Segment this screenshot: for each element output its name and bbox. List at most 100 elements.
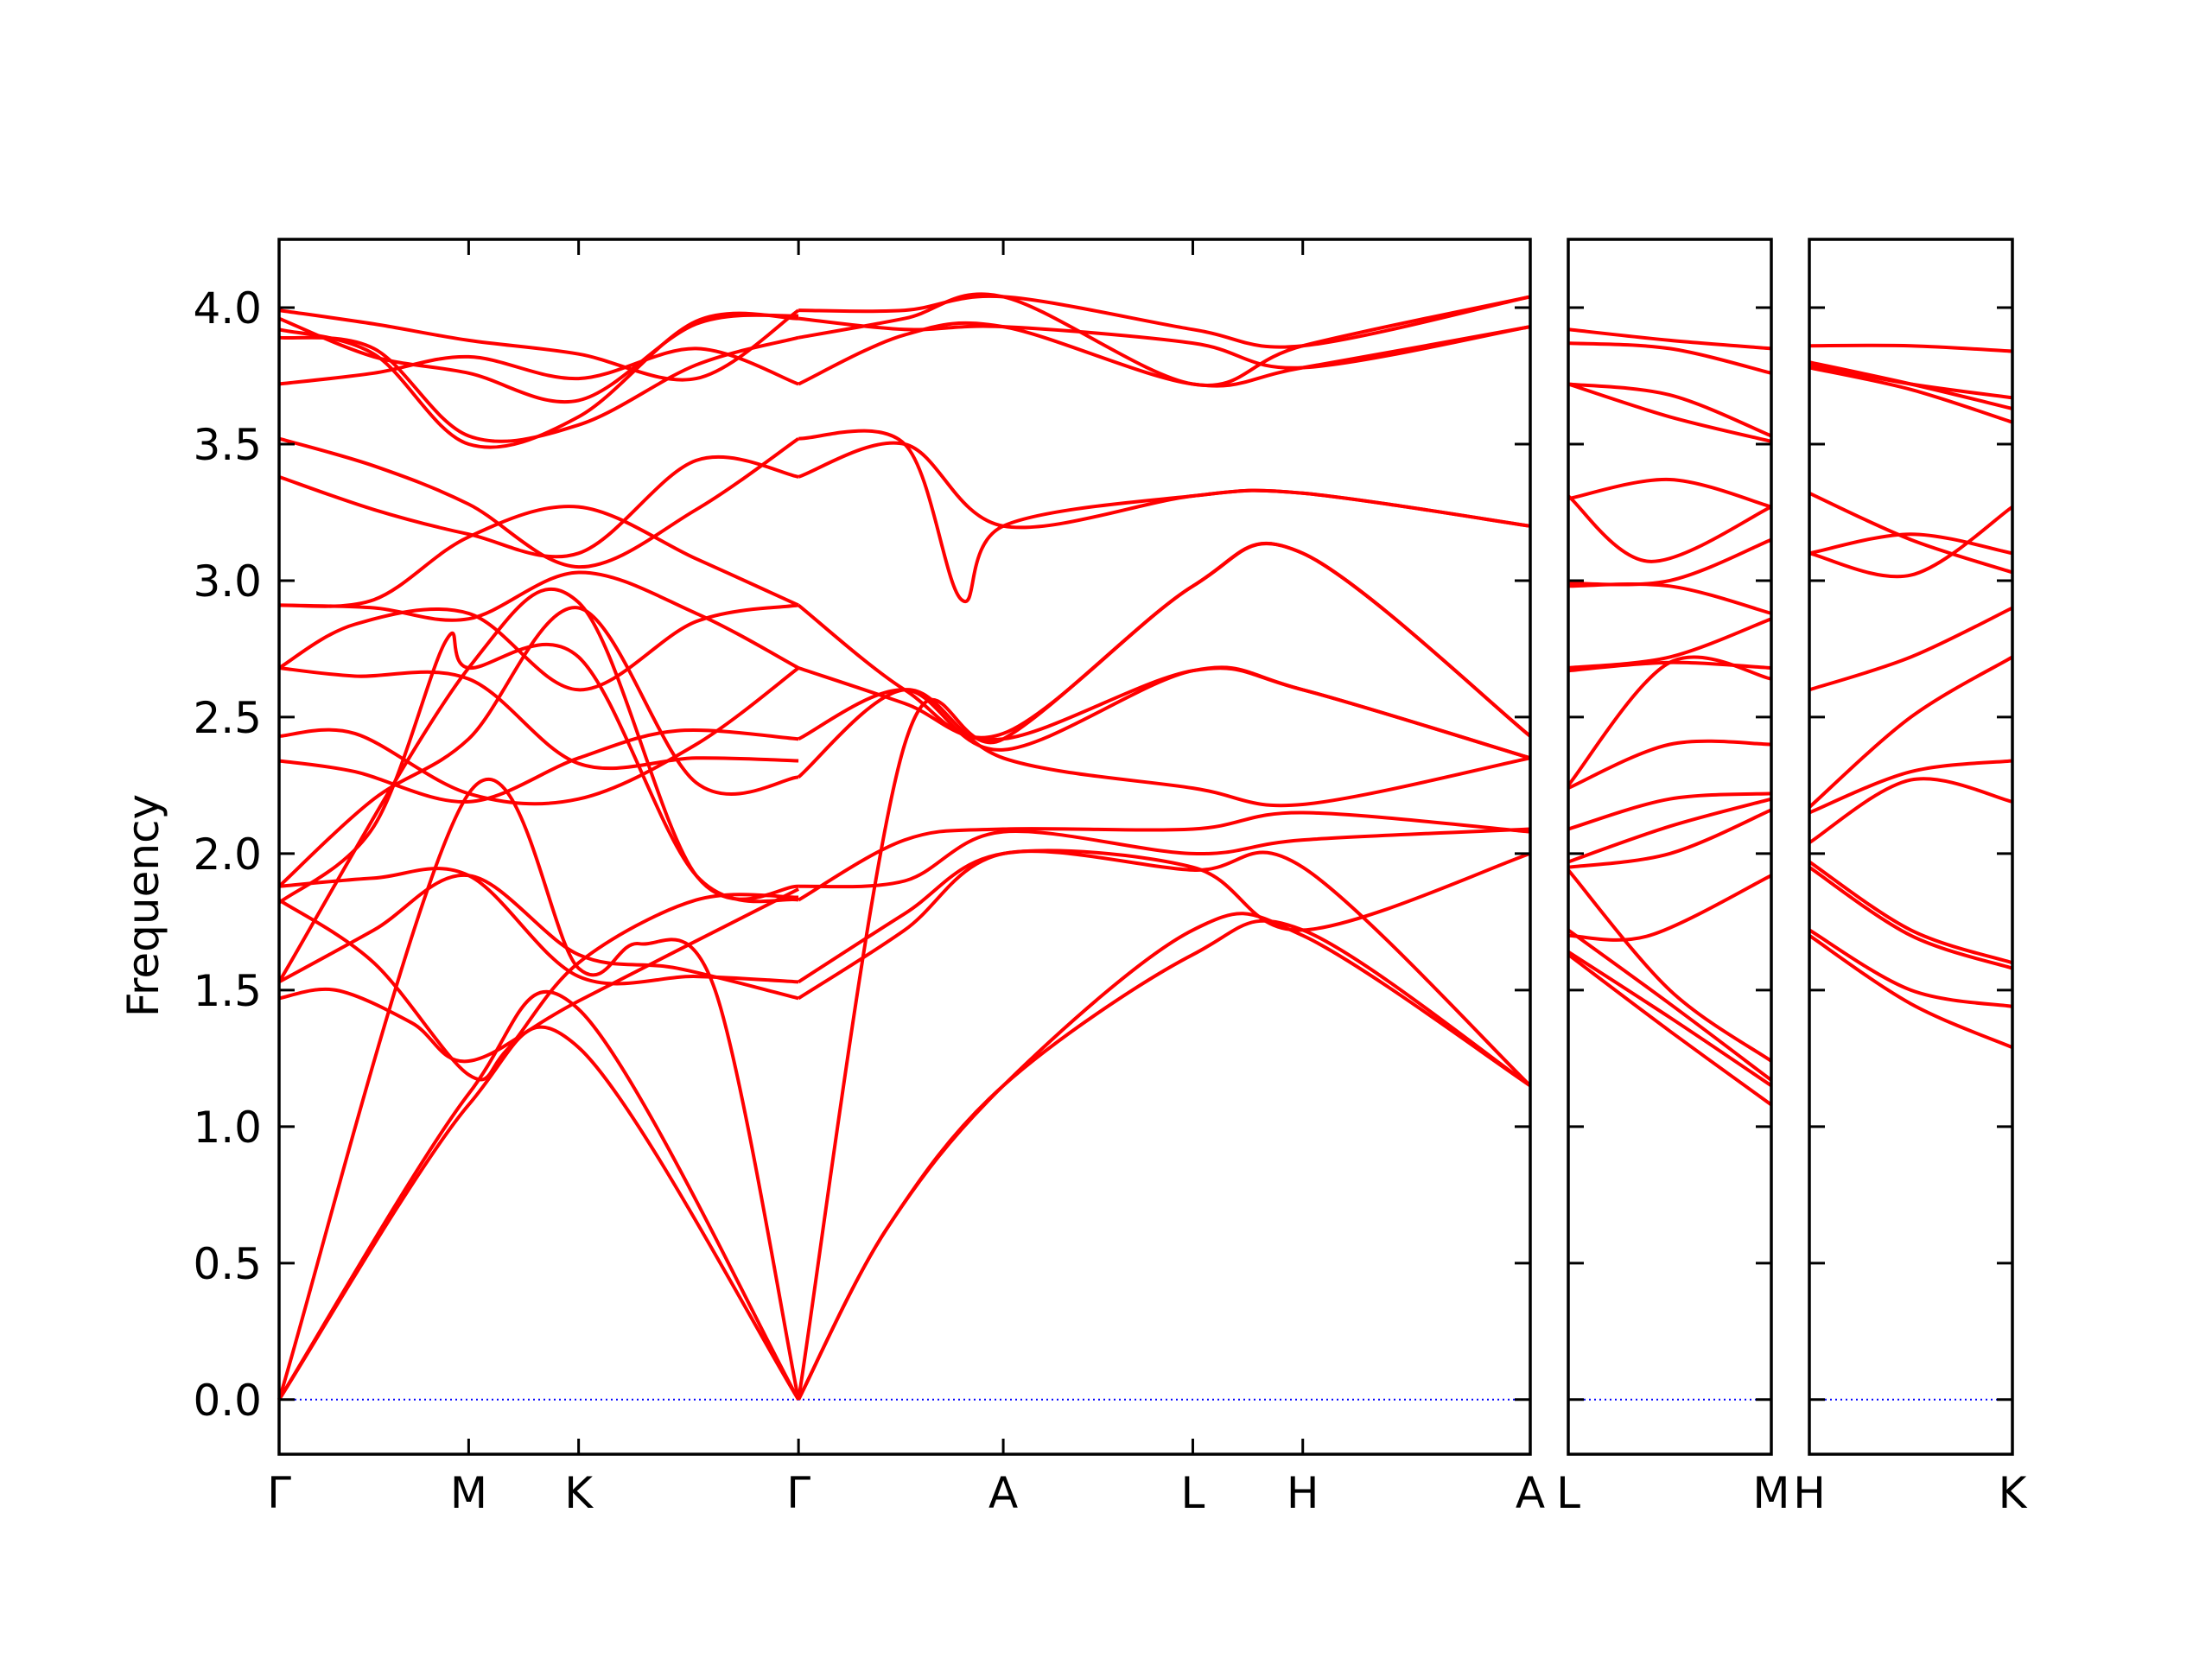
band-line xyxy=(1808,866,2013,970)
band-line xyxy=(1567,868,1773,1063)
band-line xyxy=(1808,777,2013,844)
band-line xyxy=(1567,797,1772,864)
band-line xyxy=(1808,343,2013,353)
plot-frame xyxy=(1808,238,2014,1456)
y-tick-label: 1.0 xyxy=(193,1103,262,1153)
x-tick-label: K xyxy=(564,1468,594,1518)
band-line xyxy=(1567,791,1772,831)
band-line xyxy=(278,666,799,771)
x-tick-label: M xyxy=(450,1468,487,1518)
band-line xyxy=(278,570,800,670)
band-line xyxy=(1808,365,2013,424)
band-line xyxy=(1567,739,1772,790)
band-line xyxy=(1808,860,2013,965)
y-tick-label: 2.5 xyxy=(193,693,262,743)
band-line xyxy=(1808,928,2013,1008)
x-tick-label: A xyxy=(1516,1468,1545,1518)
band-line xyxy=(1567,655,1772,787)
x-tick-label: H xyxy=(1287,1468,1319,1518)
x-tick-label: Γ xyxy=(267,1468,291,1518)
band-line xyxy=(1567,617,1772,670)
band-line xyxy=(798,316,1531,370)
band-line xyxy=(1567,953,1773,1107)
band-line xyxy=(1567,928,1773,1082)
band-line xyxy=(278,311,799,449)
band-line xyxy=(798,292,1531,387)
band-line xyxy=(798,665,1531,760)
band-line xyxy=(798,294,1531,349)
band-line xyxy=(1808,505,2014,579)
band-line xyxy=(278,454,799,559)
x-tick-label: M xyxy=(1752,1468,1789,1518)
band-line xyxy=(278,874,799,1001)
band-line xyxy=(1567,808,1772,869)
band-line xyxy=(277,777,801,1401)
band-line xyxy=(278,313,799,404)
band-line xyxy=(797,912,1532,1401)
band-line xyxy=(798,827,1531,889)
y-tick-label: 3.0 xyxy=(193,556,262,607)
y-tick-label: 3.5 xyxy=(193,420,262,470)
band-line xyxy=(797,542,1532,740)
band-line xyxy=(278,887,800,1064)
band-line xyxy=(1567,477,1772,509)
band-line xyxy=(1808,934,2013,1050)
band-line xyxy=(798,849,1532,1087)
band-line xyxy=(1808,606,2013,692)
y-tick-label: 4.0 xyxy=(193,283,262,334)
band-line xyxy=(798,429,1531,604)
band-line xyxy=(1567,660,1772,673)
band-line xyxy=(278,436,800,569)
band-line xyxy=(798,666,1531,760)
band-line xyxy=(1567,874,1772,942)
band-line xyxy=(278,308,800,382)
band-line xyxy=(277,989,800,1401)
band-line xyxy=(798,810,1531,902)
band-line xyxy=(278,666,800,806)
band-line xyxy=(277,893,799,1082)
band-line xyxy=(798,321,1531,388)
band-line xyxy=(278,505,799,608)
x-tick-label: A xyxy=(988,1468,1018,1518)
band-line xyxy=(277,606,799,888)
band-line xyxy=(1567,327,1772,351)
band-line xyxy=(797,688,1531,808)
band-line xyxy=(797,918,1532,1401)
band-line xyxy=(1567,537,1772,587)
x-tick-label: L xyxy=(1556,1468,1580,1518)
band-line xyxy=(1567,382,1772,438)
plot-frame xyxy=(1567,238,1773,1456)
band-line xyxy=(1567,582,1772,615)
band-line xyxy=(1808,363,2013,400)
band-line xyxy=(798,849,1531,984)
band-line xyxy=(278,867,799,986)
y-tick-label: 2.0 xyxy=(193,830,262,880)
band-line xyxy=(1567,494,1772,563)
band-line xyxy=(1567,341,1772,375)
x-tick-label: K xyxy=(1999,1468,2028,1518)
x-tick-label: H xyxy=(1793,1468,1826,1518)
band-line xyxy=(1808,759,2013,815)
band-line xyxy=(278,728,799,804)
x-tick-label: L xyxy=(1181,1468,1205,1518)
band-line xyxy=(1567,382,1772,443)
band-line xyxy=(277,1025,800,1401)
plot-frame xyxy=(277,238,1532,1456)
y-tick-label: 1.5 xyxy=(193,966,262,1016)
band-line xyxy=(1808,655,2014,809)
band-line xyxy=(278,346,799,386)
y-tick-label: 0.5 xyxy=(193,1239,262,1289)
y-tick-labels: 0.0 0.5 1.0 1.5 2.0 2.5 3.0 3.5 4.0 xyxy=(193,283,262,1426)
x-tick-label: Γ xyxy=(786,1468,810,1518)
band-line xyxy=(798,441,1531,530)
band-line xyxy=(1808,532,2013,556)
band-line xyxy=(1567,950,1773,1088)
y-axis-label: Frequency xyxy=(118,794,168,1017)
y-tick-label: 0.0 xyxy=(193,1376,262,1426)
band-line xyxy=(1808,491,2013,575)
band-line xyxy=(277,631,799,905)
